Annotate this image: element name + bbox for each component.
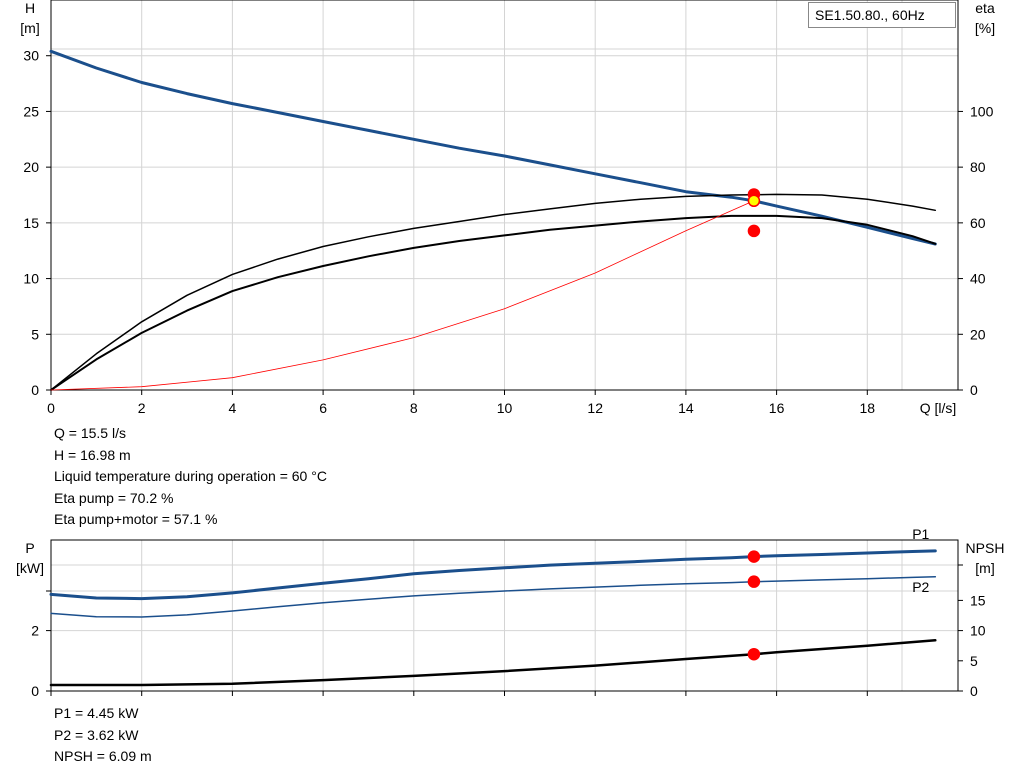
duty-point-info: Q = 15.5 l/s H = 16.98 m Liquid temperat… — [54, 423, 327, 531]
y2-tick-label: 10 — [970, 623, 986, 639]
duty-point-marker — [747, 224, 761, 238]
info-npsh: NPSH = 6.09 m — [54, 748, 152, 764]
series-line-0-3 — [50, 200, 755, 391]
series-line-1-2 — [49, 639, 937, 687]
y-tick-label: 25 — [23, 103, 39, 119]
x-tick-label: 2 — [138, 400, 146, 416]
y2-tick-label: 40 — [970, 271, 986, 287]
x-tick-label: 12 — [587, 400, 603, 416]
info-p2: P2 = 3.62 kW — [54, 726, 139, 743]
y-tick-label: 30 — [23, 48, 39, 64]
series-label: P1 — [912, 526, 929, 542]
y-tick-label: 10 — [23, 271, 39, 287]
y2-tick-label: 0 — [970, 683, 978, 699]
duty-point-marker — [747, 575, 761, 588]
y-tick-label: 5 — [31, 326, 39, 342]
x-tick-label: 8 — [410, 400, 418, 416]
y2-tick-label: 80 — [970, 159, 986, 175]
y2-tick-label: 0 — [970, 382, 978, 398]
y-axis-label-right: eta — [975, 0, 995, 16]
y-tick-label: 2 — [31, 623, 39, 639]
info-flow: Q = 15.5 l/s — [54, 425, 126, 441]
y-tick-label: 0 — [31, 382, 39, 398]
x-tick-label: 16 — [769, 400, 785, 416]
y-axis-label-left: H — [25, 0, 35, 16]
x-tick-label: 14 — [678, 400, 694, 416]
duty-point-marker — [747, 550, 761, 563]
x-tick-label: 6 — [319, 400, 327, 416]
power-info: P1 = 4.45 kW P2 = 3.62 kW NPSH = 6.09 m — [54, 703, 152, 768]
series-label: P2 — [912, 579, 929, 595]
info-p1: P1 = 4.45 kW — [54, 705, 139, 721]
y2-tick-label: 5 — [970, 653, 978, 669]
y2-tick-label: 15 — [970, 592, 986, 608]
series-line-1-1 — [50, 576, 937, 618]
y-axis-label-right: NPSH — [966, 540, 1005, 556]
x-tick-label: 0 — [47, 400, 55, 416]
x-tick-label: 4 — [229, 400, 237, 416]
chart-legend-text: SE1.50.80., 60Hz — [815, 7, 925, 23]
y-axis-label-left-unit: [kW] — [16, 560, 44, 576]
chart-legend-box: SE1.50.80., 60Hz — [808, 2, 956, 28]
series-line-0-1 — [50, 214, 937, 391]
info-liquid-temperature: Liquid temperature during operation = 60… — [54, 468, 327, 484]
series-line-1-0 — [49, 549, 937, 601]
series-line-0-0 — [49, 49, 937, 246]
y-axis-label-right-unit: [%] — [975, 20, 995, 36]
x-tick-label: 10 — [497, 400, 513, 416]
y2-tick-label: 20 — [970, 326, 986, 342]
info-eta-pump-motor: Eta pump+motor = 57.1 % — [54, 511, 218, 527]
y-axis-label-left-unit: [m] — [20, 20, 39, 36]
y-axis-label-right-unit: [m] — [975, 560, 994, 576]
x-tick-label: 18 — [860, 400, 876, 416]
info-head: H = 16.98 m — [54, 446, 131, 463]
info-eta-pump: Eta pump = 70.2 % — [54, 489, 174, 506]
y2-tick-label: 60 — [970, 215, 986, 231]
y-tick-label: 20 — [23, 159, 39, 175]
y-tick-label: 15 — [23, 215, 39, 231]
y-tick-label: 0 — [31, 683, 39, 699]
duty-point-marker — [747, 647, 761, 661]
series-line-0-2 — [50, 193, 937, 391]
duty-point-marker — [747, 194, 761, 208]
y-axis-label-left: P — [25, 540, 34, 556]
x-axis-label: Q [l/s] — [920, 400, 957, 416]
y2-tick-label: 100 — [970, 103, 994, 119]
